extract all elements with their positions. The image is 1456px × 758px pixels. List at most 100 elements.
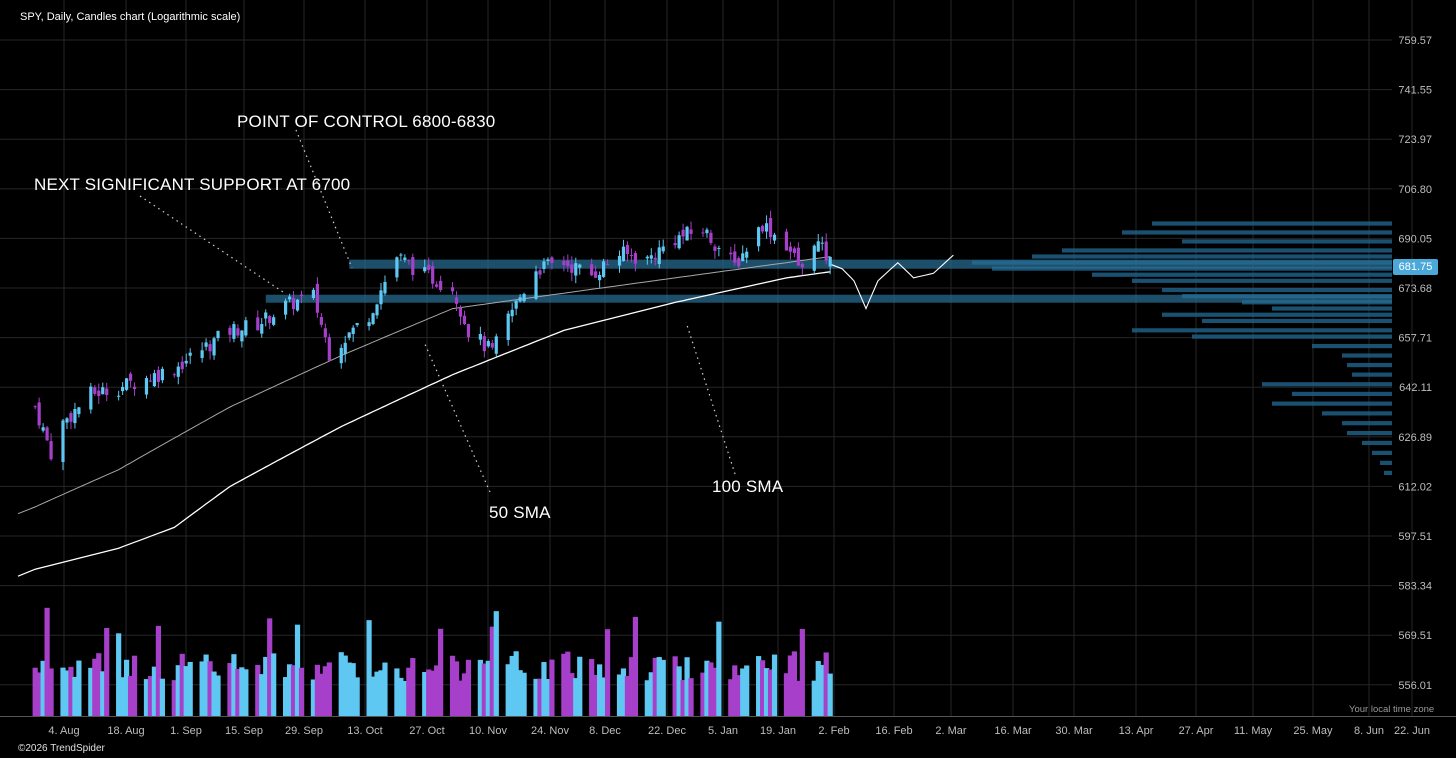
volume-profile-bar bbox=[1384, 470, 1392, 476]
x-tick-label: 27. Apr bbox=[1179, 725, 1214, 737]
volume-bar bbox=[799, 628, 805, 716]
volume-bar bbox=[286, 664, 293, 716]
x-tick-label: 22. Dec bbox=[648, 725, 686, 737]
volume-bar bbox=[648, 672, 654, 716]
volume-bar bbox=[561, 653, 567, 716]
candle-body bbox=[101, 387, 105, 395]
candle-body bbox=[594, 271, 598, 278]
volume-bar bbox=[406, 667, 412, 716]
volume-bar bbox=[92, 658, 98, 716]
x-tick-label: 11. May bbox=[1234, 725, 1273, 737]
volume-bar bbox=[127, 675, 134, 716]
candle-body bbox=[534, 271, 538, 299]
axis-labels: 759.57 741.55 723.97 706.80 690.05 673.68 657.… bbox=[48, 35, 1432, 737]
volume-bar bbox=[239, 667, 245, 716]
volume-bar bbox=[521, 672, 527, 716]
copyright-label: ©2026 TrendSpider bbox=[18, 743, 105, 754]
volume-bar bbox=[72, 676, 78, 716]
candle-body bbox=[240, 330, 244, 342]
volume-bar bbox=[771, 654, 778, 716]
volume-bar bbox=[684, 657, 690, 716]
y-tick-label: 673.68 bbox=[1398, 283, 1432, 295]
x-tick-label: 27. Oct bbox=[409, 725, 444, 737]
volume-bar bbox=[350, 663, 356, 716]
candle-body bbox=[216, 330, 220, 339]
volume-bar bbox=[120, 677, 126, 716]
volume-bar bbox=[422, 671, 428, 716]
volume-bar bbox=[533, 678, 539, 716]
volume-bar bbox=[310, 679, 317, 716]
volume-profile-bar bbox=[1162, 287, 1392, 293]
volume-bar bbox=[652, 657, 658, 716]
volume-profile-bar bbox=[1322, 411, 1392, 416]
volume-bar bbox=[215, 675, 221, 716]
candle-body bbox=[450, 287, 455, 292]
candle-body bbox=[272, 317, 276, 325]
y-tick-label: 657.71 bbox=[1398, 333, 1432, 345]
candle-body bbox=[510, 309, 514, 317]
candle-body bbox=[323, 328, 327, 338]
candle-body bbox=[45, 427, 49, 441]
volume-bar bbox=[505, 664, 511, 716]
current-price-badge[interactable]: 681.75 bbox=[1393, 259, 1438, 275]
candle-body bbox=[602, 261, 606, 277]
volume-bar bbox=[573, 678, 579, 716]
volume-bar bbox=[294, 624, 301, 716]
volume-bar bbox=[672, 656, 678, 716]
x-tick-label: 30. Mar bbox=[1055, 725, 1093, 737]
volume-bar bbox=[318, 673, 324, 716]
x-tick-label: 10. Nov bbox=[469, 725, 507, 737]
volume-bar bbox=[712, 667, 718, 716]
candle-body bbox=[327, 337, 331, 361]
x-tick-label: 29. Sep bbox=[285, 725, 323, 737]
y-tick-label: 556.01 bbox=[1398, 680, 1432, 692]
volume-bar bbox=[569, 673, 575, 716]
candle-body bbox=[645, 256, 649, 259]
volume-bar bbox=[68, 666, 74, 716]
volume-bar bbox=[485, 660, 491, 716]
candle-body bbox=[299, 294, 304, 297]
volume-bar bbox=[342, 655, 348, 716]
volume-bar bbox=[100, 671, 106, 716]
candle-body bbox=[514, 300, 518, 309]
volume-bar bbox=[199, 661, 205, 716]
poc-annotation: POINT OF CONTROL 6800-6830 bbox=[237, 112, 496, 131]
annotation-leaders bbox=[139, 129, 736, 493]
timezone-label[interactable]: Your local time zone bbox=[1349, 704, 1435, 715]
volume-bar bbox=[326, 662, 332, 716]
volume-profile-bar bbox=[1292, 391, 1392, 397]
volume-bar bbox=[509, 655, 515, 716]
volume-bar bbox=[32, 667, 38, 716]
candle-body bbox=[737, 258, 741, 267]
candle-body bbox=[796, 247, 800, 266]
volume-bar bbox=[708, 662, 714, 716]
volume-profile-bar bbox=[1122, 230, 1392, 235]
candle-body bbox=[617, 255, 622, 266]
x-tick-label: 16. Feb bbox=[875, 725, 912, 737]
candle-body bbox=[77, 407, 81, 415]
candle-body bbox=[454, 297, 459, 304]
sma-lines bbox=[17, 254, 954, 577]
candle-body bbox=[653, 257, 657, 260]
candle-body bbox=[625, 244, 630, 254]
volume-bar bbox=[271, 653, 277, 716]
candle-body bbox=[673, 242, 677, 246]
candle-body bbox=[125, 378, 129, 390]
y-tick-label: 759.57 bbox=[1398, 35, 1432, 47]
volume-bar bbox=[64, 670, 70, 716]
volume-bar bbox=[823, 652, 829, 716]
y-tick-label: 723.97 bbox=[1398, 134, 1432, 146]
volume-bar bbox=[716, 621, 722, 716]
volume-bar bbox=[537, 678, 543, 716]
sma100-leader bbox=[685, 321, 736, 475]
volume-bar bbox=[577, 656, 583, 716]
candle-body bbox=[494, 336, 498, 354]
candle-body bbox=[200, 350, 204, 358]
candle-body bbox=[435, 284, 439, 287]
candle-body bbox=[538, 270, 542, 275]
candle-body bbox=[228, 327, 232, 335]
candle-body bbox=[319, 316, 323, 325]
candle-body bbox=[232, 324, 236, 339]
candle-body bbox=[176, 366, 180, 377]
candle-body bbox=[764, 223, 769, 232]
